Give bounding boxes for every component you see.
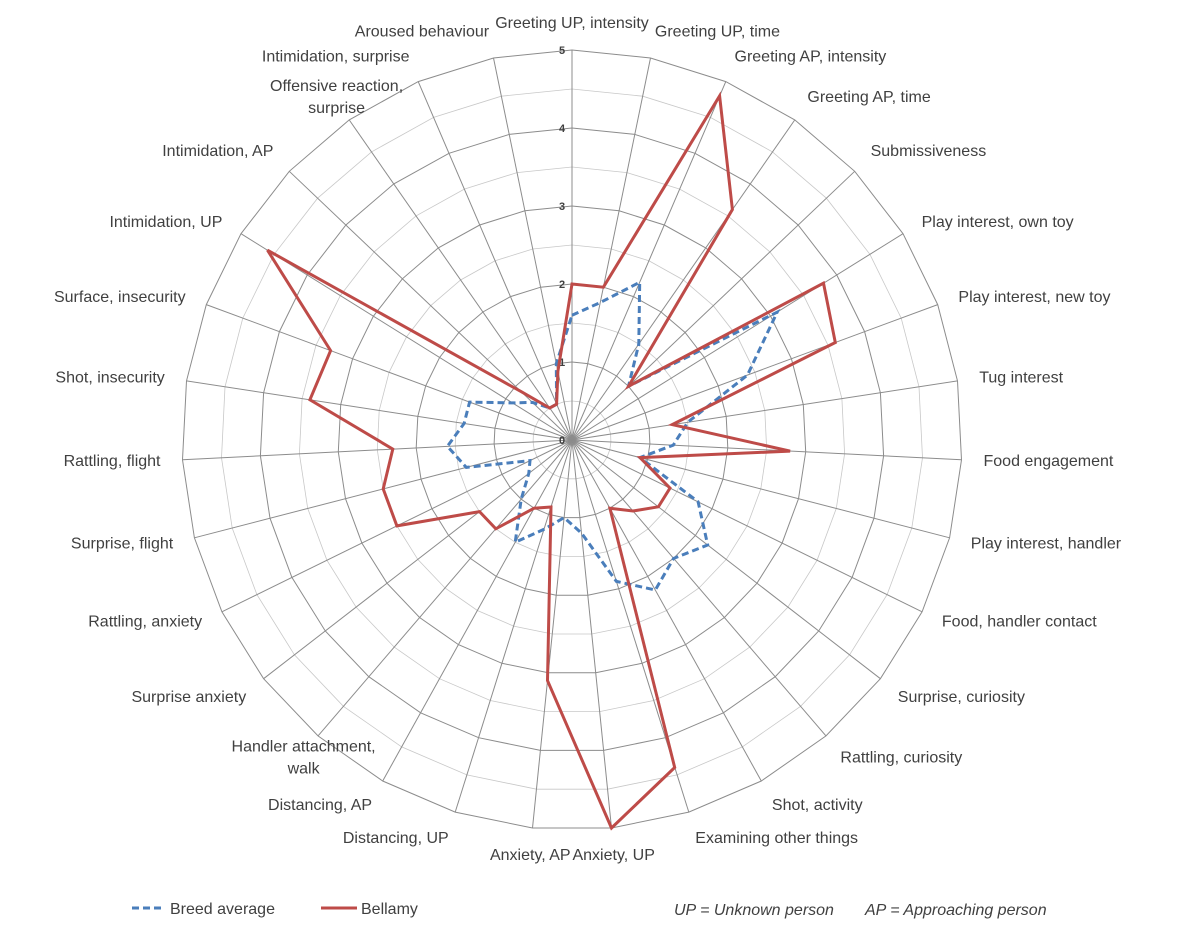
grid-ring-minor <box>532 400 612 480</box>
grid-ring-major <box>415 283 729 596</box>
axis-label: Rattling, curiosity <box>840 750 962 767</box>
axis-spoke <box>288 170 573 441</box>
r-tick-label: 2 <box>559 279 565 291</box>
axis-spoke <box>571 439 827 737</box>
legend-breed-average-label: Breed average <box>170 901 275 918</box>
legend-bellamy-label: Bellamy <box>361 901 418 918</box>
grid-ring-major <box>259 127 885 751</box>
axis-spoke <box>571 380 958 441</box>
axis-spoke <box>240 233 573 441</box>
axis-label: Intimidation, AP <box>162 143 273 160</box>
grid-ring-minor <box>221 88 923 790</box>
grid-ring-minor <box>298 166 846 712</box>
axis-spoke <box>532 439 573 829</box>
radar-spokes <box>182 50 962 829</box>
axis-spoke <box>317 439 573 737</box>
axis-label: Distancing, AP <box>268 797 372 814</box>
abbreviation-notes: UP = Unknown person AP = Approaching per… <box>674 902 1047 919</box>
axis-spoke <box>571 439 962 461</box>
axis-label: Handler attachment, walk <box>232 739 376 778</box>
axis-spoke <box>571 170 856 441</box>
radial-tick-labels: 0 1 2 3 4 5 <box>559 45 566 447</box>
r-tick-label: 5 <box>559 45 565 57</box>
axis-label: Intimidation, surprise <box>262 48 410 65</box>
axis-label: Food engagement <box>984 453 1114 470</box>
axis-label: Rattling, flight <box>64 453 161 470</box>
axis-spoke <box>571 439 923 613</box>
axis-label: Surprise, flight <box>71 535 174 552</box>
axis-spoke <box>571 119 796 441</box>
series-line-breed-average <box>445 279 781 592</box>
axis-labels: Greeting UP, intensity Greeting UP, time G… <box>54 15 1122 864</box>
grid-ring-major <box>493 361 651 519</box>
legend: Breed average Bellamy <box>132 901 418 918</box>
axis-label: Intimidation, UP <box>109 214 222 231</box>
grid-ring-major <box>181 49 963 829</box>
axis-spoke <box>417 81 573 441</box>
axis-spoke <box>206 304 573 441</box>
note-unknown-person: UP = Unknown person <box>674 902 834 919</box>
axis-label: Play interest, new toy <box>958 289 1110 306</box>
axis-label: Examining other things <box>695 830 858 847</box>
axis-label: Greeting AP, intensity <box>735 48 887 65</box>
r-tick-label: 1 <box>559 357 565 369</box>
note-approaching-person: AP = Approaching person <box>864 902 1047 919</box>
axis-label: Play interest, handler <box>971 535 1122 552</box>
axis-spoke <box>263 439 573 680</box>
axis-spoke <box>182 439 573 461</box>
axis-spoke <box>571 233 904 441</box>
axis-spoke <box>571 304 938 441</box>
r-tick-label: 0 <box>559 435 565 447</box>
axis-label: Anxiety, UP <box>572 847 654 864</box>
axis-spoke <box>571 57 651 441</box>
axis-spoke <box>382 439 573 782</box>
axis-spoke <box>186 380 573 441</box>
axis-spoke <box>571 439 762 782</box>
grid-ring-minor <box>376 244 768 635</box>
axis-label: Play interest, own toy <box>922 214 1074 231</box>
axis-label: Rattling, anxiety <box>88 613 202 630</box>
axis-spoke <box>571 439 612 829</box>
axis-spoke <box>454 439 573 813</box>
axis-label: Shot, activity <box>772 797 863 814</box>
axis-label: Greeting AP, time <box>807 89 930 106</box>
axis-label: Surface, insecurity <box>54 289 186 306</box>
axis-label: Surprise, curiosity <box>898 689 1025 706</box>
axis-label: Greeting UP, time <box>655 23 780 40</box>
axis-label: Tug interest <box>979 370 1063 387</box>
axis-label: Submissiveness <box>871 143 987 160</box>
axis-label: Distancing, UP <box>343 830 449 847</box>
series-lines <box>266 91 837 831</box>
axis-spoke <box>348 119 573 441</box>
axis-label: Surprise anxiety <box>131 689 246 706</box>
axis-label: Offensive reaction, surprise <box>270 78 403 117</box>
radar-grid <box>181 49 963 829</box>
axis-spoke <box>571 81 727 441</box>
series-line-bellamy <box>266 91 837 831</box>
r-tick-label: 3 <box>559 201 565 213</box>
axis-label: Anxiety, AP <box>490 847 571 864</box>
axis-label: Greeting UP, intensity <box>495 15 649 32</box>
axis-label: Food, handler contact <box>942 613 1097 630</box>
r-tick-label: 4 <box>559 123 566 135</box>
grid-ring-minor <box>454 322 690 557</box>
axis-label: Shot, insecurity <box>55 370 164 387</box>
grid-ring-major <box>337 205 807 674</box>
axis-spoke <box>571 439 881 680</box>
axis-spoke <box>571 439 950 539</box>
axis-label: Aroused behaviour <box>355 23 490 40</box>
